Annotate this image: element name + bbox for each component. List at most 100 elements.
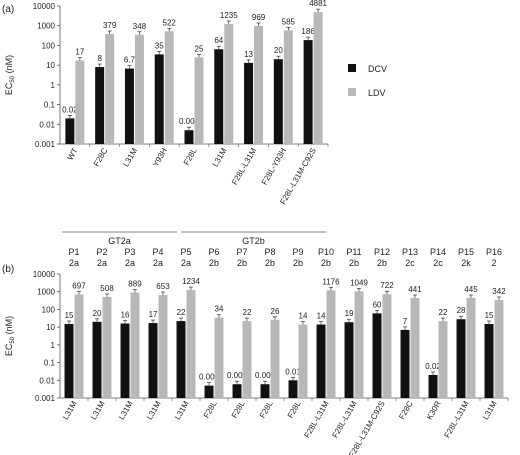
ldv-bar — [186, 290, 196, 398]
dcv-bar — [95, 67, 105, 144]
data-label: 969 — [252, 13, 266, 22]
category-label: K30R — [425, 399, 443, 421]
y-tick-label: 0.1 — [44, 359, 56, 368]
category-label: F28L-L31M — [330, 399, 358, 439]
patient-label: P3 — [124, 247, 135, 257]
ldv-bar — [270, 319, 280, 398]
category-label: F28L — [202, 399, 219, 420]
dcv-bar — [65, 118, 75, 144]
data-label: 0.005 — [199, 373, 220, 382]
y-tick-label: 10000 — [33, 270, 56, 279]
genotype-label: 2b — [349, 258, 359, 268]
data-label: 26 — [271, 307, 280, 316]
y-tick-label: 0.001 — [35, 140, 56, 149]
dcv-bar — [204, 385, 214, 398]
category-label: WT — [66, 146, 80, 161]
data-label: 1049 — [350, 278, 368, 287]
y-axis-label-sub: 50 — [10, 336, 16, 343]
legend-label-dcv: DCV — [368, 64, 387, 74]
legend: DCV LDV — [348, 64, 387, 98]
ldv-bar — [194, 57, 204, 144]
data-label: 6.7 — [124, 56, 136, 65]
data-label: 35 — [155, 41, 164, 50]
dcv-bar — [273, 59, 283, 144]
data-label: 0.006 — [255, 371, 276, 380]
category-label: L31M — [117, 399, 135, 421]
group-label: GT2b — [242, 236, 265, 246]
data-label: 64 — [214, 36, 223, 45]
dcv-bar — [120, 323, 130, 398]
ldv-bar — [242, 321, 252, 398]
data-label: 722 — [380, 281, 394, 290]
legend-swatch-ldv — [348, 88, 356, 96]
category-label: F28L-L31M — [230, 146, 258, 186]
y-axis-label: EC50 (nM) — [4, 55, 16, 95]
data-label: 0.006 — [227, 371, 248, 380]
dcv-bar — [484, 324, 494, 398]
y-axis-label-main: EC — [4, 82, 14, 95]
data-label: 348 — [133, 22, 147, 31]
ldv-bar — [313, 12, 323, 145]
genotype-label: 2b — [265, 258, 275, 268]
category-label: F28L-Y93H — [260, 146, 288, 186]
data-label: 508 — [100, 284, 114, 293]
ldv-bar — [130, 292, 140, 398]
ldv-bar — [438, 321, 448, 398]
genotype-label: 2b — [209, 258, 219, 268]
patient-label: P11 — [346, 247, 361, 257]
data-label: 22 — [439, 308, 448, 317]
data-label: 17 — [149, 310, 158, 319]
patient-label: P1 — [68, 247, 79, 257]
data-label: 15 — [65, 311, 74, 320]
dcv-bar — [428, 374, 438, 398]
genotype-label: 2a — [125, 258, 135, 268]
y-axis-label-main: EC — [4, 343, 14, 356]
dcv-bar — [92, 321, 102, 398]
y-tick-label: 0.01 — [39, 376, 55, 385]
ldv-bar — [75, 60, 85, 145]
data-label: 697 — [72, 281, 86, 290]
y-tick-label: 100 — [42, 41, 56, 50]
data-label: 16 — [121, 311, 130, 320]
patient-label: P10 — [318, 247, 334, 257]
data-label: 22 — [243, 308, 252, 317]
patient-label: P6 — [208, 247, 219, 257]
ldv-bar — [102, 296, 112, 398]
panel-label: (b) — [2, 264, 14, 275]
ldv-bar — [224, 23, 234, 145]
ldv-bar — [410, 298, 420, 398]
data-label: 25 — [195, 44, 204, 53]
data-label: 889 — [128, 280, 142, 289]
dcv-bar — [232, 384, 242, 398]
category-label: F28C — [397, 399, 415, 421]
dcv-bar — [400, 329, 410, 398]
group-label: GT2a — [108, 236, 131, 246]
data-label: 34 — [215, 305, 224, 314]
ldv-bar — [214, 317, 224, 398]
y-tick-label: 10 — [46, 61, 55, 70]
ldv-bar — [105, 34, 115, 144]
ldv-bar — [382, 294, 392, 398]
ldv-bar — [283, 30, 293, 144]
data-label: 14 — [299, 312, 308, 321]
data-label: 445 — [464, 285, 478, 294]
category-label: L31M — [211, 146, 229, 168]
data-label: 20 — [93, 309, 102, 318]
patient-label: P13 — [402, 247, 418, 257]
data-label: 0.02 — [425, 362, 441, 371]
category-label: F28L — [182, 146, 199, 167]
genotype-label: 2b — [321, 258, 331, 268]
category-label: F28L-L31M — [442, 399, 470, 439]
data-label: 28 — [457, 306, 466, 315]
genotype-label: 2a — [181, 258, 191, 268]
y-axis-label-unit: (nM) — [4, 316, 14, 337]
patient-label: P8 — [264, 247, 275, 257]
dcv-bar — [176, 321, 186, 398]
ldv-bar — [326, 290, 336, 398]
data-label: 1176 — [322, 277, 340, 286]
data-label: 186 — [301, 27, 315, 36]
data-label: 0.01 — [285, 367, 301, 376]
genotype-label: 2k — [461, 258, 471, 268]
legend-swatch-dcv — [348, 64, 356, 72]
